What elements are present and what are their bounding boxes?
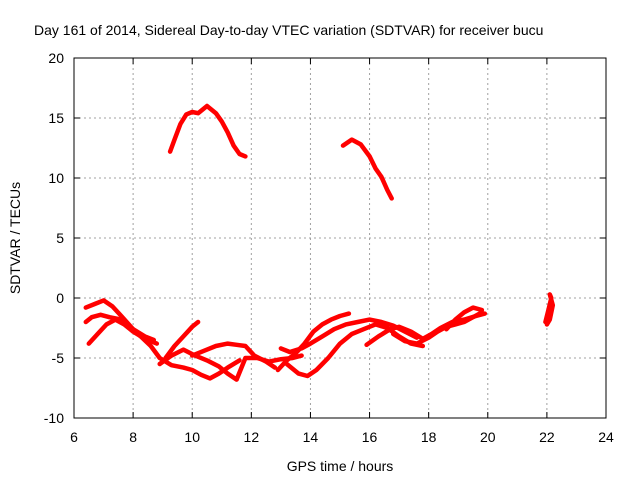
series-track-9 <box>275 311 352 373</box>
y-axis-label: SDTVAR / TECUs <box>7 182 23 294</box>
series-track-3 <box>83 298 242 381</box>
series-track-14 <box>444 305 485 332</box>
y-tick-label: 20 <box>48 50 64 66</box>
x-tick-label: 20 <box>480 429 496 445</box>
x-tick-label: 12 <box>244 429 260 445</box>
x-tick-label: 10 <box>184 429 200 445</box>
series-track-2 <box>340 137 394 201</box>
series-track-13 <box>390 310 485 346</box>
chart-title: Day 161 of 2014, Sidereal Day-to-day VTE… <box>34 22 543 38</box>
series-track-1 <box>167 103 248 159</box>
x-tick-label: 24 <box>598 429 614 445</box>
y-tick-label: 10 <box>48 170 64 186</box>
x-tick-label: 6 <box>70 429 78 445</box>
series-track-7 <box>157 347 304 382</box>
x-tick-label: 8 <box>129 429 137 445</box>
x-tick-label: 14 <box>303 429 319 445</box>
grid <box>74 58 606 418</box>
x-tick-label: 16 <box>362 429 378 445</box>
x-axis-label: GPS time / hours <box>287 458 394 474</box>
y-tick-label: 0 <box>56 290 64 306</box>
x-tick-label: 18 <box>421 429 437 445</box>
series-track-6 <box>163 319 201 361</box>
series-track-8 <box>189 341 278 370</box>
series-track-10 <box>278 317 420 355</box>
axis-ticks: 6 8 10 12 14 16 18 20 22 24 -10 -5 0 5 10 15 20 <box>44 50 614 445</box>
series-layer <box>83 103 556 382</box>
y-tick-label: 5 <box>56 230 64 246</box>
y-tick-label: -10 <box>44 410 64 426</box>
y-tick-label: 15 <box>48 110 64 126</box>
y-tick-label: -5 <box>52 350 65 366</box>
series-track-15 <box>543 292 556 327</box>
x-tick-label: 22 <box>539 429 555 445</box>
series-track-5 <box>83 312 157 343</box>
